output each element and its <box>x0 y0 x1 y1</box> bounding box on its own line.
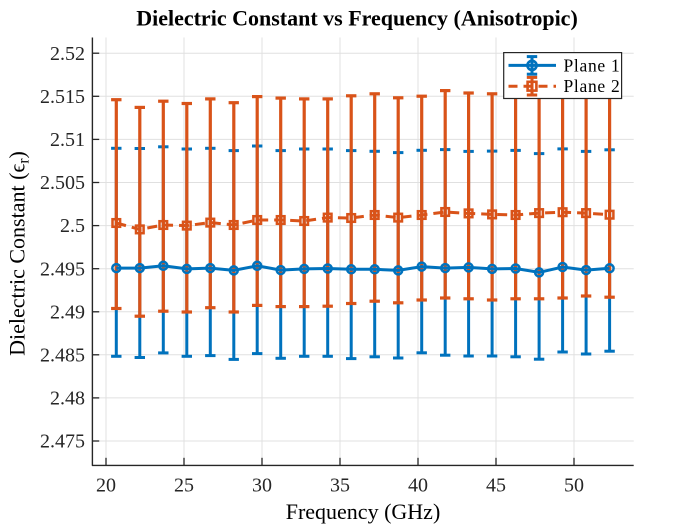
svg-text:2.52: 2.52 <box>50 43 85 65</box>
svg-text:2.485: 2.485 <box>40 344 85 366</box>
svg-text:2.49: 2.49 <box>50 301 85 323</box>
svg-text:50: 50 <box>564 475 584 497</box>
svg-text:2.51: 2.51 <box>50 129 85 151</box>
svg-text:2.48: 2.48 <box>50 388 85 410</box>
svg-text:2.505: 2.505 <box>40 172 85 194</box>
svg-text:Plane 2: Plane 2 <box>564 76 621 96</box>
svg-text:25: 25 <box>174 475 194 497</box>
svg-text:2.5: 2.5 <box>60 215 85 237</box>
svg-text:45: 45 <box>486 475 506 497</box>
svg-text:Plane 1: Plane 1 <box>564 55 621 75</box>
svg-text:35: 35 <box>330 475 350 497</box>
svg-text:Dielectric Constant (ϵr): Dielectric Constant (ϵr) <box>5 151 33 356</box>
svg-text:Dielectric Constant vs Frequen: Dielectric Constant vs Frequency (Anisot… <box>136 5 578 30</box>
svg-text:30: 30 <box>252 475 272 497</box>
svg-text:2.475: 2.475 <box>40 431 85 453</box>
svg-text:Frequency (GHz): Frequency (GHz) <box>286 499 441 524</box>
svg-text:40: 40 <box>408 475 428 497</box>
svg-text:2.515: 2.515 <box>40 86 85 108</box>
svg-text:20: 20 <box>96 475 116 497</box>
svg-text:2.495: 2.495 <box>40 258 85 280</box>
